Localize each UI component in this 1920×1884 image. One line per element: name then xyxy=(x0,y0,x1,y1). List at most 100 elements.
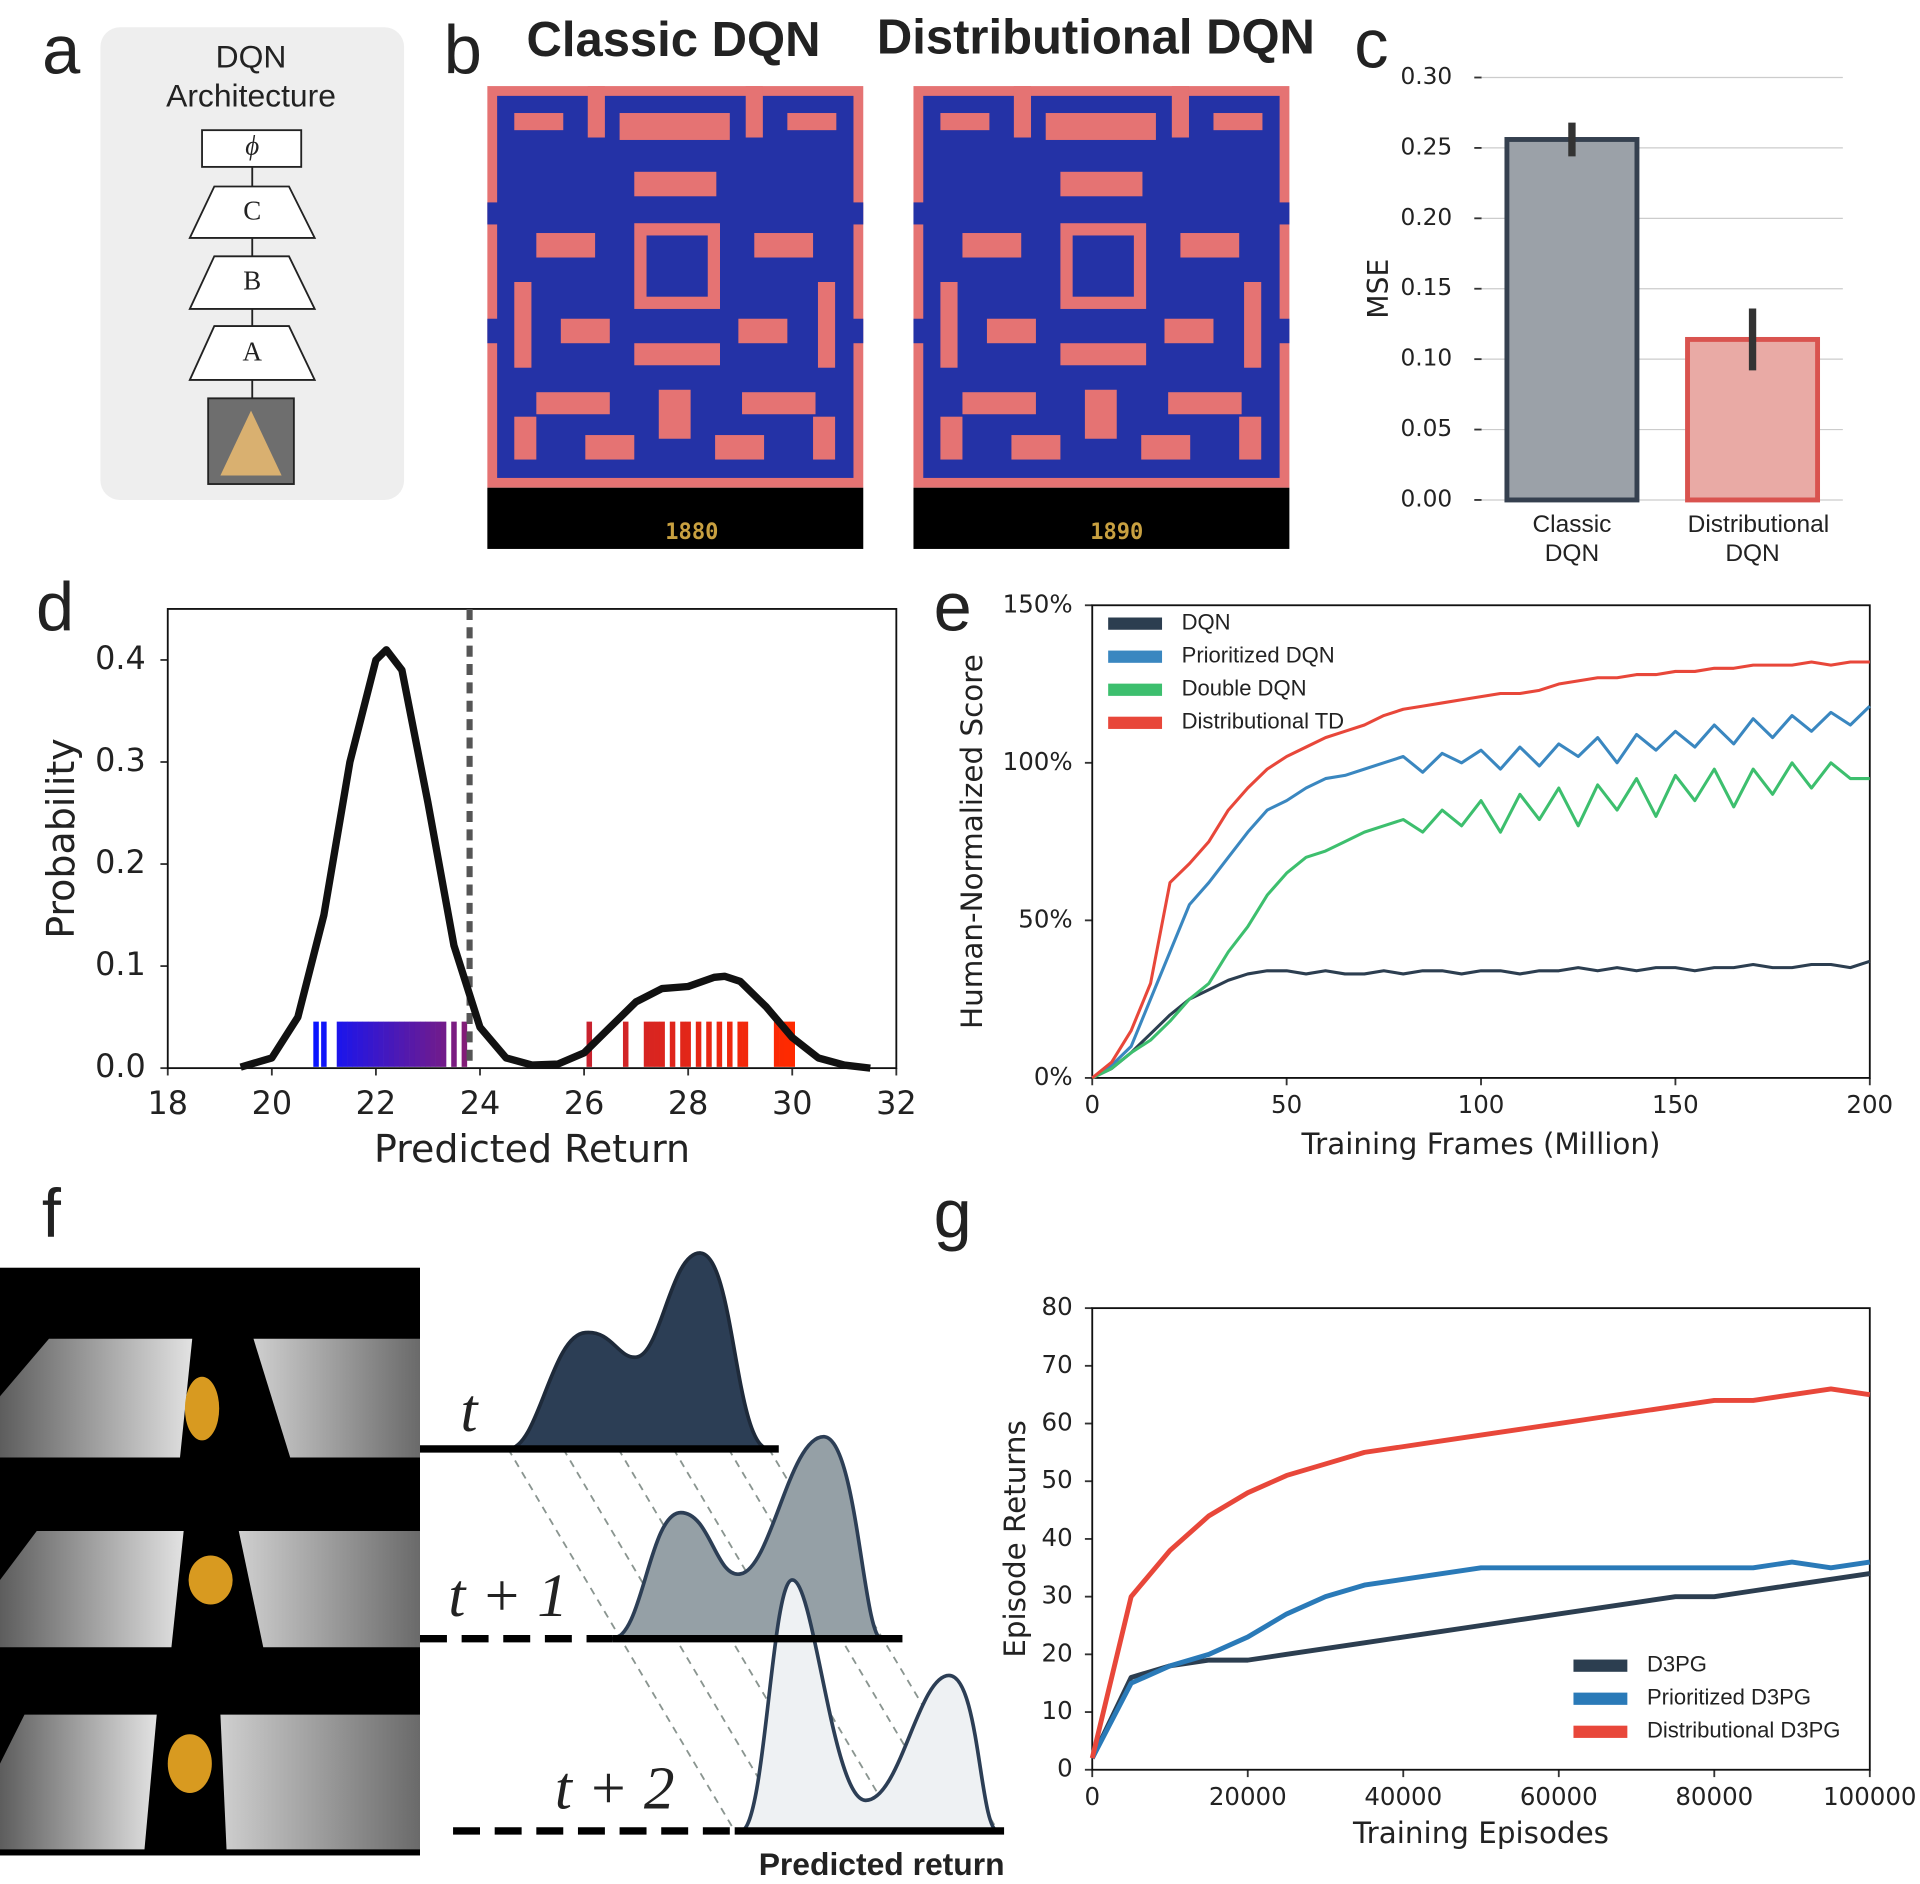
layer-label: A xyxy=(243,336,263,366)
architecture-title: Architecture xyxy=(166,78,336,114)
legend-label: Prioritized D3PG xyxy=(1647,1685,1811,1710)
plot-frame xyxy=(166,608,898,1070)
legend-label: Distributional D3PG xyxy=(1647,1718,1840,1743)
plot-frame xyxy=(1091,604,1871,1079)
y-tick-label: 0% xyxy=(1034,1062,1073,1091)
game-score: 1880 xyxy=(665,520,718,545)
legend-label: Distributional TD xyxy=(1182,709,1344,734)
game-screen xyxy=(913,86,1290,549)
panel-label: d xyxy=(36,569,74,646)
panel-label: e xyxy=(934,569,972,646)
y-tick-label: 0.3 xyxy=(95,741,146,779)
x-tick-label: 20000 xyxy=(1209,1782,1287,1811)
x-axis-label: Training Episodes xyxy=(1352,1816,1609,1850)
y-tick-label: 150% xyxy=(1003,589,1073,618)
layer-label: ϕ xyxy=(245,131,259,161)
x-tick-label: 150 xyxy=(1652,1090,1699,1119)
x-tick-label: 50 xyxy=(1271,1090,1302,1119)
series-line xyxy=(1090,1559,1871,1760)
series-line xyxy=(1091,660,1870,1080)
x-tick-label-box: Classic DQN xyxy=(1532,510,1612,568)
y-tick-label: 20 xyxy=(1042,1638,1073,1667)
legend-swatch xyxy=(1108,617,1163,630)
x-tick-label-box: Distributional DQN xyxy=(1687,510,1830,568)
legend-label: D3PG xyxy=(1647,1652,1707,1677)
y-tick-label: 0.1 xyxy=(95,945,146,983)
x-tick-label: 24 xyxy=(460,1084,501,1122)
y-tick-label: 50 xyxy=(1042,1465,1073,1494)
y-tick-label: 0.10 xyxy=(1400,345,1452,372)
architecture-diagram xyxy=(188,129,317,485)
screen-title: Distributional DQN xyxy=(877,11,1315,65)
density-curve xyxy=(239,646,871,1072)
panel-label: b xyxy=(444,12,482,89)
series-line xyxy=(1091,959,1871,1080)
y-tick-label: 0.00 xyxy=(1400,485,1452,512)
y-tick-label: 0.30 xyxy=(1400,63,1452,90)
legend-swatch xyxy=(1573,1725,1628,1738)
y-tick-label: 50% xyxy=(1018,904,1072,933)
plot-frame xyxy=(1091,1307,1871,1771)
y-tick-label: 0.2 xyxy=(95,843,146,881)
legend-label: Prioritized DQN xyxy=(1182,643,1335,668)
y-tick-label: 0.4 xyxy=(95,639,146,677)
legend-label: Double DQN xyxy=(1182,676,1307,701)
series-line xyxy=(1090,1571,1871,1760)
game-score: 1890 xyxy=(1090,520,1143,545)
legend-swatch xyxy=(1108,683,1163,696)
y-tick-label: 10 xyxy=(1042,1696,1073,1725)
panel-label: f xyxy=(42,1175,62,1252)
y-tick-label: 70 xyxy=(1042,1350,1073,1379)
series-line xyxy=(1091,761,1870,1080)
bar xyxy=(1504,137,1640,503)
x-tick-label: 18 xyxy=(147,1084,188,1122)
distribution-diagram xyxy=(420,1251,1005,1835)
x-tick-label: 28 xyxy=(668,1084,709,1122)
game-screen xyxy=(487,86,864,549)
y-axis-label: Human-Normalized Score xyxy=(955,654,989,1029)
legend-swatch xyxy=(1573,1659,1628,1672)
legend-label: DQN xyxy=(1182,609,1231,634)
y-tick-label: 40 xyxy=(1042,1523,1073,1552)
y-axis-label: Episode Returns xyxy=(998,1420,1032,1657)
x-tick-label: Distributional DQN xyxy=(1687,510,1830,568)
y-tick-label: 80 xyxy=(1042,1292,1073,1321)
panel-label: c xyxy=(1354,5,1388,82)
panel-label: g xyxy=(934,1175,972,1252)
x-tick-label: 22 xyxy=(356,1084,397,1122)
x-tick-label: 32 xyxy=(876,1084,917,1122)
x-tick-label: 0 xyxy=(1084,1782,1100,1811)
y-tick-label: 0 xyxy=(1057,1754,1073,1783)
x-tick-label: Classic DQN xyxy=(1532,510,1612,568)
x-tick-label: 26 xyxy=(564,1084,605,1122)
x-tick-label: 0 xyxy=(1084,1090,1100,1119)
y-axis-label: Probability xyxy=(39,738,83,939)
axis-label: Predicted return xyxy=(759,1846,1005,1882)
y-tick-label: 0.15 xyxy=(1400,274,1452,301)
y-tick-label: 0.20 xyxy=(1400,204,1452,231)
x-axis-label: Predicted Return xyxy=(374,1127,690,1171)
time-label: t + 2 xyxy=(555,1754,675,1822)
y-tick-label: 30 xyxy=(1042,1581,1073,1610)
legend-swatch xyxy=(1573,1692,1628,1705)
x-tick-label: 80000 xyxy=(1675,1782,1753,1811)
legend-swatch xyxy=(1108,716,1163,729)
y-tick-label: 0.05 xyxy=(1400,415,1452,442)
x-tick-label: 100 xyxy=(1458,1090,1505,1119)
x-tick-label: 200 xyxy=(1846,1090,1893,1119)
y-tick-label: 0.25 xyxy=(1400,133,1452,160)
x-axis-label: Training Frames (Million) xyxy=(1301,1127,1661,1161)
x-tick-label: 60000 xyxy=(1520,1782,1598,1811)
series-line xyxy=(1091,705,1871,1080)
x-tick-label: 40000 xyxy=(1364,1782,1442,1811)
y-tick-label: 60 xyxy=(1042,1408,1073,1437)
y-axis-label: MSE xyxy=(1362,259,1395,319)
legend-swatch xyxy=(1108,650,1163,663)
y-tick-label: 100% xyxy=(1003,747,1073,776)
series-line xyxy=(1089,1386,1871,1759)
time-label: t + 1 xyxy=(448,1562,568,1630)
y-tick-label: 0.0 xyxy=(95,1047,146,1085)
architecture-title: DQN xyxy=(216,39,287,75)
